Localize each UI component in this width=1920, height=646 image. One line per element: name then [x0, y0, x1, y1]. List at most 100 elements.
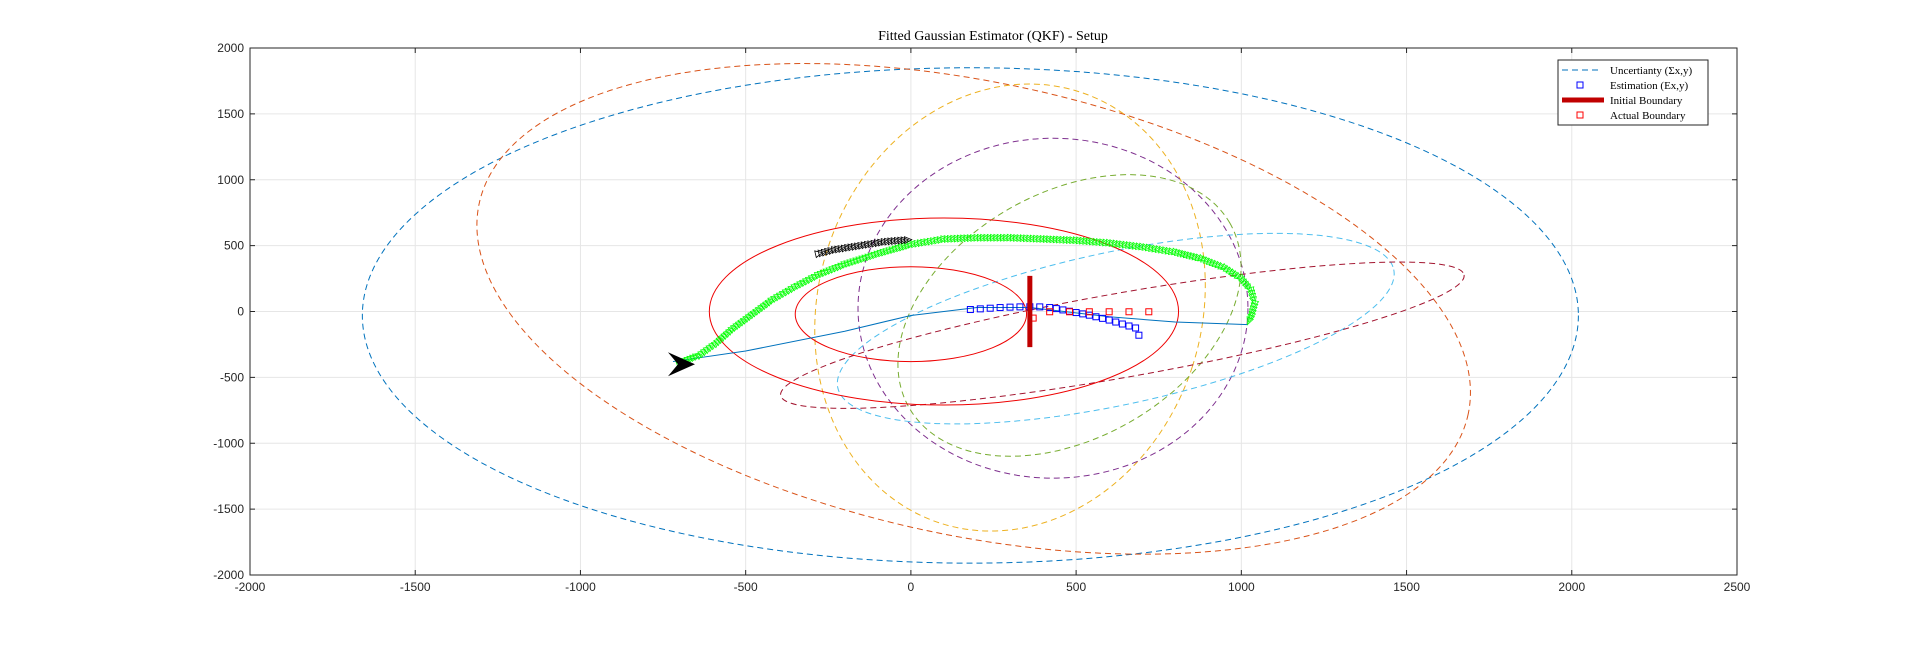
estimation-point — [1079, 310, 1087, 318]
green-trajectory-marker — [849, 258, 859, 267]
green-trajectory-marker — [744, 312, 754, 322]
start-marker — [667, 352, 695, 377]
green-trajectory-marker — [1176, 248, 1187, 257]
legend-label: Uncertianty (Σx,y) — [1610, 65, 1692, 77]
estimation-point — [1092, 313, 1100, 321]
green-trajectory-marker — [1248, 310, 1257, 321]
green-trajectory-marker — [855, 256, 865, 265]
green-trajectory-marker — [747, 311, 757, 320]
estimation-point — [966, 306, 974, 314]
estimation-point — [1006, 303, 1014, 311]
green-trajectory-marker — [1202, 256, 1213, 264]
green-trajectory-marker — [1182, 250, 1192, 259]
green-trajectory-marker — [900, 243, 910, 251]
legend-symbol-square — [1576, 81, 1584, 89]
green-trajectory-marker — [734, 320, 745, 329]
estimation-point — [1059, 306, 1067, 314]
x-tick-label: 1000 — [1228, 580, 1255, 594]
estimation-point — [1132, 324, 1140, 332]
green-trajectory-marker — [1185, 251, 1195, 259]
estimation-point — [1118, 320, 1126, 328]
green-trajectory-marker — [840, 261, 850, 269]
x-tick-label: -1500 — [400, 580, 431, 594]
legend-label: Estimation (Ex,y) — [1610, 80, 1689, 92]
uncertainty-ellipse — [780, 261, 1465, 409]
uncertainty-ellipse — [361, 67, 1579, 564]
green-trajectory-marker — [686, 355, 696, 364]
green-trajectory-marker — [1171, 247, 1181, 256]
green-trajectory-marker — [1205, 257, 1216, 265]
estimation-point — [1036, 303, 1044, 311]
green-trajectory-marker — [1251, 299, 1260, 309]
legend-label: Actual Boundary — [1610, 110, 1686, 122]
estimation-point — [976, 305, 984, 313]
green-trajectory-marker — [739, 316, 749, 325]
green-trajectory-marker — [1246, 316, 1255, 326]
legend-label: Initial Boundary — [1610, 95, 1683, 107]
uncertainty-ellipse — [476, 63, 1471, 555]
green-trajectory-marker — [754, 305, 764, 314]
green-trajectory-marker — [891, 245, 901, 254]
data-layer — [361, 63, 1579, 564]
green-trajectory-marker — [727, 325, 737, 334]
green-trajectory-marker — [742, 314, 752, 323]
green-trajectory-marker — [1250, 302, 1259, 312]
actual-boundary-point — [1145, 308, 1153, 316]
estimation-point — [1052, 305, 1060, 313]
green-trajectory-marker — [1242, 280, 1251, 290]
green-trajectory-marker — [1199, 255, 1210, 263]
legend-symbol-square — [1576, 111, 1584, 119]
green-trajectory-marker — [1179, 249, 1190, 258]
green-trajectory-marker — [1197, 253, 1207, 262]
green-trajectory-marker — [813, 272, 824, 280]
uncertainty-ellipse — [814, 83, 1206, 532]
green-trajectory-marker — [717, 333, 727, 343]
uncertainty-ellipse — [836, 232, 1395, 425]
green-trajectory-marker — [882, 248, 892, 256]
actual-boundary-point — [1105, 308, 1113, 316]
green-trajectory-marker — [876, 249, 886, 258]
green-trajectory-marker — [749, 309, 759, 318]
legend: Uncertianty (Σx,y) Estimation (Ex,y) Initi… — [1557, 59, 1709, 126]
green-trajectory-marker — [822, 268, 832, 277]
green-trajectory-marker — [867, 252, 877, 261]
plot-area: -2000 -1500 -1000 -500 0 500 1000 1500 2000 2500 -… — [213, 41, 1750, 594]
green-trajectory-marker — [1249, 305, 1258, 315]
green-trajectory-marker — [1238, 275, 1247, 285]
green-trajectory-marker — [816, 270, 827, 279]
x-tick-label: 0 — [908, 580, 915, 594]
green-trajectory-marker — [1191, 252, 1201, 261]
uncertainty-ellipse — [857, 137, 1249, 479]
uncertainty-ellipse — [897, 174, 1242, 457]
chart-title: Fitted Gaussian Estimator (QKF) - Setup — [878, 29, 1108, 44]
estimation-point — [1016, 303, 1024, 311]
green-trajectory-marker — [759, 302, 769, 311]
green-trajectory-marker — [888, 246, 898, 255]
green-trajectory-marker — [1188, 251, 1198, 260]
green-trajectory-marker — [732, 321, 742, 331]
y-tick-label: 0 — [237, 305, 244, 319]
y-tick-label: -500 — [220, 370, 244, 384]
green-trajectory-marker — [828, 266, 838, 274]
green-trajectory-marker — [1173, 248, 1184, 257]
green-trajectory-marker — [834, 263, 844, 272]
green-trajectory-marker — [1240, 278, 1249, 288]
actual-boundary-point — [1066, 308, 1074, 316]
green-trajectory-marker — [861, 254, 871, 263]
y-tick-label: 1000 — [217, 173, 244, 187]
green-trajectory-marker — [737, 318, 747, 327]
green-trajectory-marker — [752, 307, 762, 316]
green-trajectory-marker — [819, 269, 830, 278]
green-trajectory-marker — [879, 248, 889, 257]
x-tick-label: 2000 — [1558, 580, 1585, 594]
initial-ellipse — [794, 266, 1028, 363]
actual-boundary-point — [1046, 308, 1054, 316]
initial-ellipse — [708, 217, 1180, 406]
green-trajectory-marker — [885, 247, 895, 255]
estimation-point — [1105, 316, 1113, 324]
x-tick-label: 1500 — [1393, 580, 1420, 594]
estimation-point — [1046, 304, 1054, 312]
x-tick-label: -2000 — [235, 580, 266, 594]
